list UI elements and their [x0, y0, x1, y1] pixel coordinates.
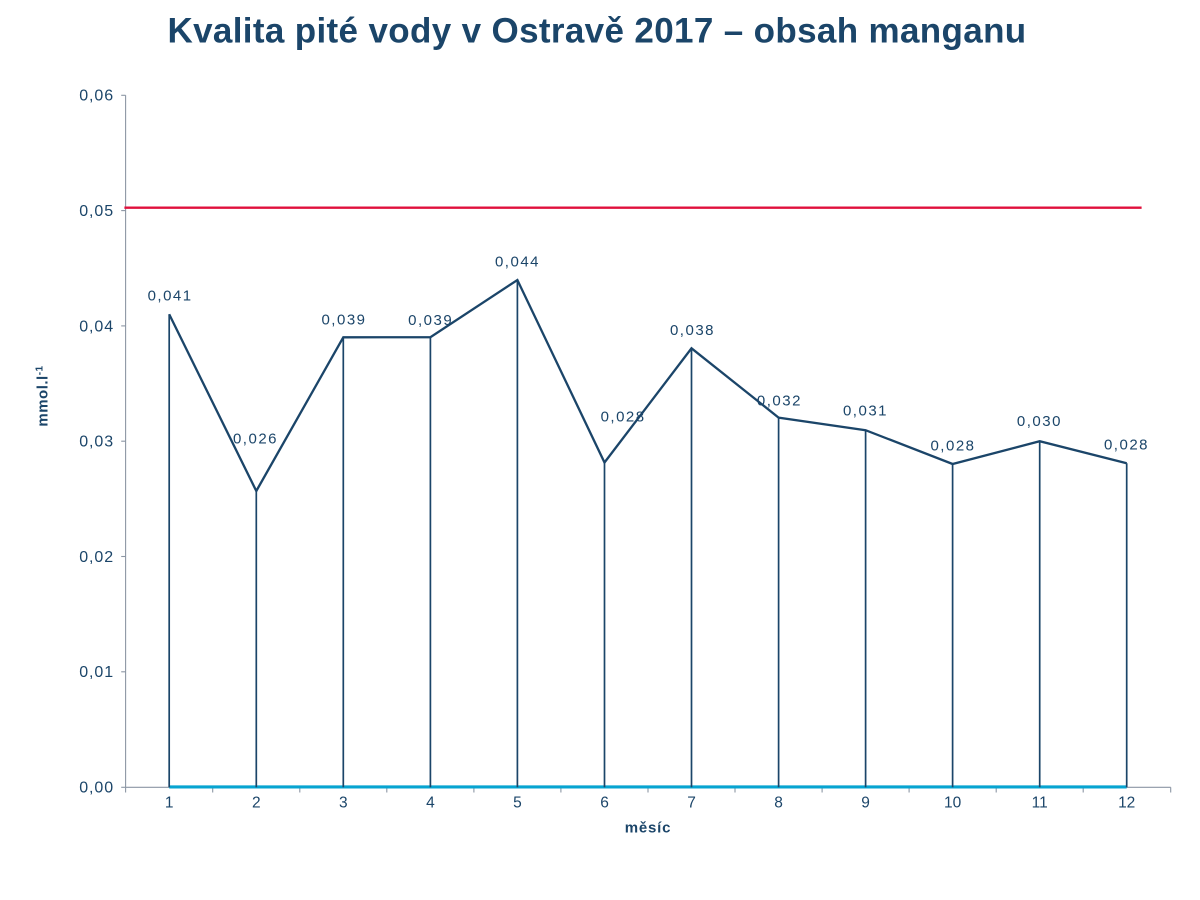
svg-text:0,028: 0,028	[930, 437, 975, 454]
svg-text:8: 8	[774, 795, 783, 812]
svg-text:0,039: 0,039	[408, 312, 453, 329]
svg-text:6: 6	[600, 795, 609, 812]
svg-text:5: 5	[513, 795, 522, 812]
svg-text:7: 7	[687, 795, 696, 812]
svg-text:4: 4	[426, 795, 435, 812]
svg-text:2: 2	[252, 795, 261, 812]
svg-text:0,02: 0,02	[79, 549, 114, 566]
svg-text:0,031: 0,031	[843, 403, 888, 420]
svg-text:1: 1	[165, 795, 174, 812]
svg-text:0,028: 0,028	[601, 409, 646, 426]
svg-text:0,038: 0,038	[670, 322, 715, 339]
svg-text:0,041: 0,041	[148, 288, 193, 305]
svg-text:9: 9	[861, 795, 870, 812]
svg-text:mmol.l-1: mmol.l-1	[35, 365, 52, 426]
svg-text:0,00: 0,00	[79, 780, 114, 797]
svg-text:0,039: 0,039	[321, 311, 366, 328]
svg-text:0,03: 0,03	[79, 434, 114, 451]
svg-text:měsíc: měsíc	[625, 820, 672, 837]
svg-text:3: 3	[339, 795, 348, 812]
svg-text:10: 10	[944, 795, 962, 812]
svg-text:11: 11	[1032, 795, 1048, 812]
svg-text:12: 12	[1118, 795, 1135, 812]
svg-text:0,04: 0,04	[79, 318, 114, 335]
svg-text:0,028: 0,028	[1104, 437, 1149, 454]
svg-text:0,044: 0,044	[495, 254, 540, 271]
svg-text:0,030: 0,030	[1017, 413, 1062, 430]
svg-text:0,026: 0,026	[233, 430, 278, 447]
svg-text:0,032: 0,032	[757, 392, 802, 409]
svg-text:0,01: 0,01	[79, 664, 114, 681]
svg-text:0,06: 0,06	[79, 88, 114, 105]
svg-text:Kvalita pité vody v Ostravě 20: Kvalita pité vody v Ostravě 2017 – obsah…	[167, 12, 1026, 51]
svg-text:0,05: 0,05	[79, 203, 114, 220]
